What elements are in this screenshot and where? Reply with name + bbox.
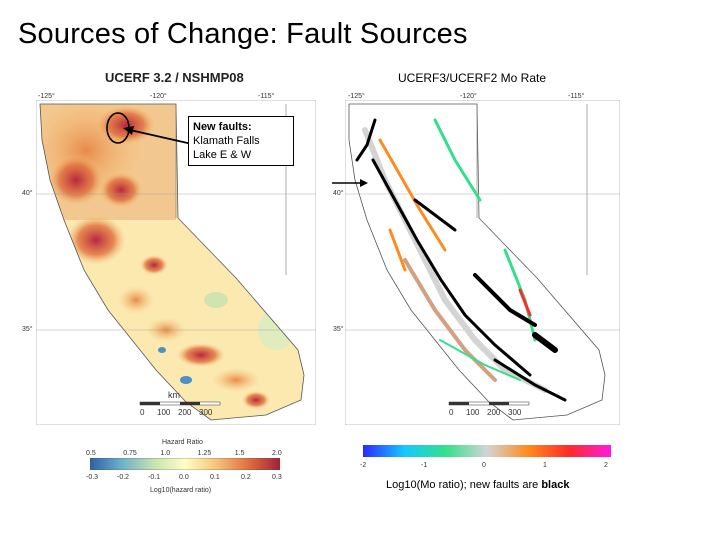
right-scale-300: 300 — [508, 408, 522, 417]
callout-heading: New faults: — [193, 121, 252, 133]
left-lat-tick-1: 40° — [22, 190, 33, 197]
mo-ratio-tick-4: 2 — [604, 462, 608, 469]
hazard-top-tick-3: 1.25 — [197, 450, 212, 457]
hazard-bottom-tick-1: -0.2 — [117, 474, 130, 481]
right-lon-tick-2: -120° — [460, 93, 477, 100]
left-lon-tick-2: -120° — [150, 93, 167, 100]
hazard-bottom-tick-2: -0.1 — [148, 474, 161, 481]
hazard-bottom-tick-0: -0.3 — [86, 474, 99, 481]
mo-ratio-tick-0: -2 — [360, 462, 367, 469]
left-scale-200: 200 — [178, 408, 192, 417]
new-faults-callout: New faults: Klamath Falls Lake E & W — [188, 116, 294, 166]
left-lon-tick-3: -115° — [258, 93, 275, 100]
right-scale-0: 0 — [449, 408, 454, 417]
hazard-colorbar-label: Log10(hazard ratio) — [150, 487, 212, 494]
hazard-colorbar-title: Hazard Ratio — [162, 439, 203, 446]
mo-ratio-tick-1: -1 — [421, 462, 428, 469]
mo-ratio-tick-3: 1 — [543, 462, 547, 469]
hazard-colorbar — [90, 458, 280, 470]
right-lat-tick-1: 40° — [333, 190, 344, 197]
right-lon-tick-3: -115° — [568, 93, 585, 100]
left-scale-300: 300 — [199, 408, 213, 417]
left-lat-tick-2: 35° — [22, 326, 33, 333]
right-map-pointer — [332, 179, 368, 187]
mo-ratio-colorbar — [363, 445, 611, 457]
right-scale-bar — [448, 401, 530, 406]
left-scale-bar — [139, 401, 221, 406]
right-panel-title: UCERF3/UCERF2 Mo Rate — [398, 71, 547, 85]
left-panel-title: UCERF 3.2 / NSHMP08 — [105, 70, 244, 85]
moment-rate-map — [345, 100, 620, 425]
hazard-bottom-tick-6: 0.3 — [272, 474, 282, 481]
callout-line-2: Lake E & W — [193, 149, 252, 161]
left-lon-tick-1: -125° — [38, 93, 55, 100]
left-scale-0: 0 — [140, 408, 145, 417]
hazard-top-tick-4: 1.5 — [234, 450, 245, 457]
right-lon-tick-1: -125° — [348, 93, 365, 100]
right-scale-200: 200 — [487, 408, 501, 417]
hazard-bottom-tick-3: 0.0 — [179, 474, 189, 481]
callout-arrow — [123, 126, 193, 145]
hazard-top-tick-2: 1.0 — [160, 450, 171, 457]
left-scale-100: 100 — [157, 408, 171, 417]
slide-title: Sources of Change: Fault Sources — [18, 18, 468, 50]
left-scale-unit: km — [168, 390, 180, 400]
mo-ratio-caption-text: Log10(Mo ratio); new faults are — [386, 479, 542, 491]
callout-line-1: Klamath Falls — [193, 135, 260, 147]
hazard-bottom-tick-4: 0.1 — [210, 474, 220, 481]
hazard-top-tick-5: 2.0 — [272, 450, 282, 457]
right-scale-100: 100 — [466, 408, 480, 417]
hazard-bottom-tick-5: 0.2 — [241, 474, 251, 481]
hazard-top-tick-1: 0.75 — [123, 450, 137, 457]
hazard-top-tick-0: 0.5 — [86, 450, 96, 457]
mo-ratio-caption: Log10(Mo ratio); new faults are black — [386, 479, 569, 491]
mo-ratio-caption-bold: black — [541, 479, 570, 491]
mo-ratio-tick-2: 0 — [482, 462, 486, 469]
right-lat-tick-2: 35° — [333, 326, 344, 333]
